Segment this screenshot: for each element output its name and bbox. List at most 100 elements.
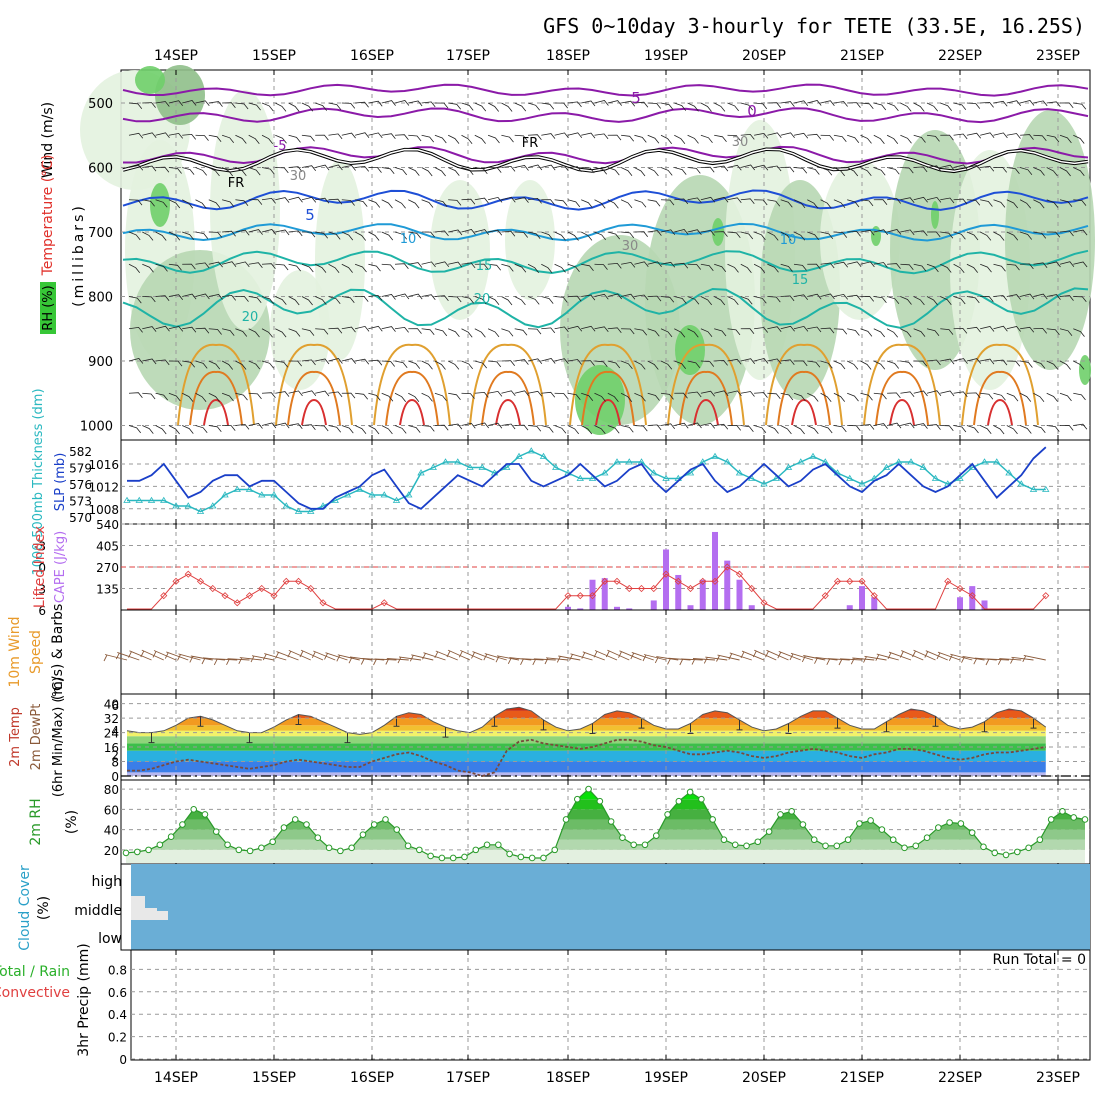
top-date-23SEP: 23SEP [1036, 48, 1080, 64]
barb-30-7 [527, 328, 542, 335]
barb-47-5 [753, 263, 766, 273]
barb-54-1 [847, 134, 860, 143]
barb-42-6 [687, 296, 700, 305]
barb-31-1 [541, 133, 556, 139]
barb-66-10 [1006, 425, 1018, 435]
rh-point-37 [540, 854, 547, 862]
barb-47-4 [753, 231, 766, 241]
rh-point-31 [472, 846, 480, 854]
barb-31-5 [541, 263, 553, 273]
barb-1-8 [142, 358, 157, 365]
barb-30-8 [527, 358, 543, 365]
barb-60-5 [926, 263, 939, 273]
barb-66-6 [1006, 294, 1021, 300]
arch-mid-4 [581, 370, 635, 426]
barb-27-10 [488, 422, 503, 429]
thickness-point-21 [380, 491, 388, 498]
barb-1-3 [142, 199, 155, 207]
wind10m-barb-52 [740, 650, 765, 661]
barb-64-10 [980, 425, 992, 434]
barb-49-5 [780, 263, 793, 272]
barb-70-2 [1059, 167, 1071, 177]
barb-10-9 [261, 392, 276, 398]
barb-37-0 [621, 100, 636, 107]
ylabel-thickness: 1000-500mb Thickness (dm) [31, 388, 46, 575]
thickness-point-44 [662, 474, 670, 481]
barb-10-2 [261, 167, 275, 175]
barb-3-2 [168, 167, 182, 174]
rh-point-80 [1025, 844, 1032, 852]
rh-point-82 [1047, 816, 1055, 823]
barb-25-6 [461, 296, 475, 304]
wind10m-barb-17 [311, 650, 336, 661]
thickness-point-52 [760, 480, 768, 487]
ylabel-speed: Speed [28, 630, 44, 674]
li-point-36 [564, 592, 572, 600]
barb-22-3 [421, 199, 434, 208]
barb-49-4 [780, 231, 792, 241]
barb-3-5 [168, 263, 182, 271]
barb-49-7 [780, 325, 795, 332]
wind10m-barb-54 [765, 649, 789, 661]
top-date-19SEP: 19SEP [644, 48, 688, 64]
barb-40-0 [660, 102, 674, 110]
barb-53-4 [833, 231, 848, 238]
barb-25-2 [461, 167, 474, 176]
barb-37-8 [620, 360, 633, 370]
ylabel-precip: 3hr Precip (mm) [76, 943, 92, 1056]
barb-24-7 [448, 328, 460, 337]
barb-62-8 [953, 358, 968, 364]
barb-51-4 [807, 231, 820, 240]
rh-point-1 [133, 848, 141, 856]
barb-39-4 [647, 230, 662, 236]
barb-36-1 [607, 134, 622, 141]
barb-38-8 [634, 360, 646, 370]
rh-point-13 [269, 838, 276, 846]
barb-2-2 [155, 166, 170, 173]
barb-17-9 [355, 392, 369, 400]
barb-6-1 [208, 134, 222, 143]
barb-29-9 [514, 390, 529, 397]
contour-label-6: 10 [400, 232, 417, 247]
barb-11-4 [275, 229, 290, 236]
wind10m-barb-56 [789, 652, 814, 661]
barb-32-3 [554, 199, 568, 207]
barb-2-6 [155, 295, 170, 301]
li-tick--3: -3 [34, 540, 46, 554]
barb-40-9 [660, 392, 674, 400]
wind10m-barb-38 [569, 653, 593, 661]
barb-46-8 [740, 358, 756, 364]
minmax-bar-34 [540, 719, 547, 731]
barb-25-7 [461, 328, 473, 338]
barb-27-0 [487, 102, 500, 112]
barb-21-2 [408, 167, 420, 176]
barb-46-0 [740, 102, 754, 111]
contour-10 [122, 222, 1089, 242]
rh-point-40 [573, 795, 581, 803]
barb-24-10 [448, 423, 463, 430]
wind10m-barb-19 [336, 654, 360, 662]
barb-10-3 [261, 197, 276, 204]
barb-55-1 [860, 134, 872, 144]
thickness-point-24 [417, 469, 425, 476]
barb-44-1 [714, 134, 727, 143]
barb-1-10 [142, 425, 154, 434]
barb-16-10 [341, 425, 354, 434]
li-point-44 [662, 570, 670, 578]
barb-34-5 [581, 263, 594, 272]
thickness-point-26 [441, 458, 450, 465]
barb-10-10 [261, 422, 277, 429]
barb-18-10 [368, 425, 380, 435]
barb-7-6 [222, 294, 237, 301]
barb-50-9 [793, 392, 806, 402]
rh-point-49 [675, 797, 683, 805]
arch-mid-7 [875, 370, 929, 426]
barb-71-0 [1073, 102, 1087, 110]
barb-36-5 [607, 262, 622, 269]
barb-66-5 [1006, 263, 1020, 271]
barb-1-6 [142, 296, 156, 303]
barb-44-3 [714, 196, 729, 203]
rh-tick-20: 20 [104, 844, 119, 858]
